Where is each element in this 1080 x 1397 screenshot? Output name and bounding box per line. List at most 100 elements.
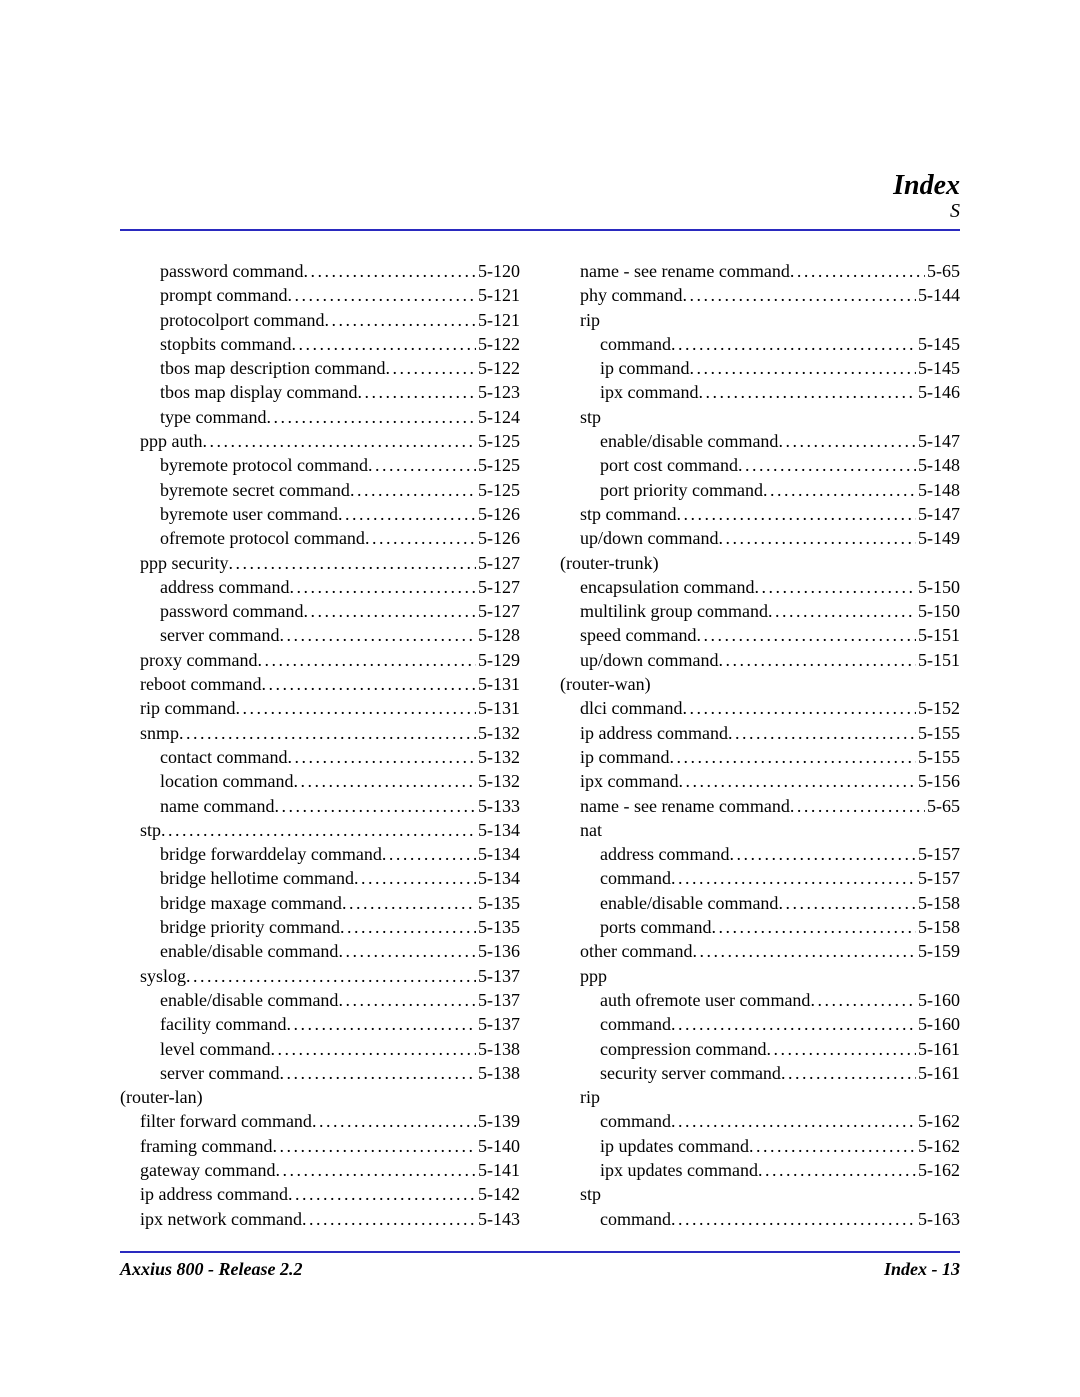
index-entry: stp 5-134 (120, 818, 520, 842)
index-entry: ofremote protocol command 5-126 (120, 526, 520, 550)
entry-leader-dots (729, 842, 916, 866)
entry-label: level command (160, 1037, 270, 1061)
index-entry: enable/disable command 5-147 (560, 429, 960, 453)
entry-page: 5-161 (916, 1061, 960, 1085)
entry-label: ppp auth (140, 429, 203, 453)
entry-label: (router-trunk) (560, 551, 659, 575)
entry-label: protocolport command (160, 308, 324, 332)
entry-page: 5-139 (476, 1109, 520, 1133)
entry-label: multilink group command (580, 599, 768, 623)
entry-leader-dots (671, 332, 916, 356)
index-entry: facility command 5-137 (120, 1012, 520, 1036)
index-entry: up/down command 5-151 (560, 648, 960, 672)
index-entry: name - see rename command 5-65 (560, 794, 960, 818)
index-entry: reboot command 5-131 (120, 672, 520, 696)
index-entry: ppp (560, 964, 960, 988)
entry-label: ipx updates command (600, 1158, 758, 1182)
entry-leader-dots (698, 380, 916, 404)
entry-leader-dots (766, 1037, 916, 1061)
entry-leader-dots (312, 1109, 476, 1133)
index-entry: snmp 5-132 (120, 721, 520, 745)
index-entry: stp (560, 405, 960, 429)
entry-page: 5-148 (916, 478, 960, 502)
entry-label: rip command (140, 696, 235, 720)
entry-page: 5-137 (476, 988, 520, 1012)
entry-label: encapsulation command (580, 575, 754, 599)
entry-page: 5-132 (476, 745, 520, 769)
index-entry: command 5-157 (560, 866, 960, 890)
index-entry: security server command 5-161 (560, 1061, 960, 1085)
entry-label: dlci command (580, 696, 682, 720)
index-entry: password command 5-120 (120, 259, 520, 283)
entry-leader-dots (677, 502, 917, 526)
entry-leader-dots (671, 1109, 916, 1133)
entry-label: server command (160, 1061, 279, 1085)
entry-page: 5-144 (916, 283, 960, 307)
entry-label: command (600, 1012, 671, 1036)
entry-label: phy command (580, 283, 682, 307)
entry-page: 5-157 (916, 842, 960, 866)
entry-label: ip address command (580, 721, 728, 745)
page-header: Index S (120, 170, 960, 223)
entry-label: (router-wan) (560, 672, 651, 696)
entry-label: ports command (600, 915, 711, 939)
index-entry: bridge forwarddelay command 5-134 (120, 842, 520, 866)
entry-page: 5-125 (476, 478, 520, 502)
entry-leader-dots (289, 575, 476, 599)
entry-leader-dots (689, 356, 916, 380)
header-rule (120, 229, 960, 231)
entry-page: 5-138 (476, 1037, 520, 1061)
index-entry: up/down command 5-149 (560, 526, 960, 550)
entry-label: name - see rename command (580, 794, 790, 818)
entry-page: 5-145 (916, 356, 960, 380)
entry-label: (router-lan) (120, 1085, 203, 1109)
entry-page: 5-162 (916, 1109, 960, 1133)
entry-label: stopbits command (160, 332, 292, 356)
entry-label: auth ofremote user command (600, 988, 810, 1012)
entry-page: 5-151 (916, 648, 960, 672)
entry-page: 5-141 (476, 1158, 520, 1182)
index-entry: tbos map display command 5-123 (120, 380, 520, 404)
entry-page: 5-151 (916, 623, 960, 647)
entry-label: bridge priority command (160, 915, 340, 939)
entry-page: 5-123 (476, 380, 520, 404)
entry-leader-dots (342, 891, 476, 915)
entry-leader-dots (790, 259, 925, 283)
entry-leader-dots (340, 915, 476, 939)
index-entry: type command 5-124 (120, 405, 520, 429)
entry-label: password command (160, 599, 303, 623)
entry-page: 5-121 (476, 308, 520, 332)
entry-page: 5-163 (916, 1207, 960, 1231)
entry-page: 5-159 (916, 939, 960, 963)
entry-page: 5-134 (476, 842, 520, 866)
entry-label: name - see rename command (580, 259, 790, 283)
entry-leader-dots (179, 721, 476, 745)
entry-leader-dots (365, 526, 476, 550)
index-entry: stp (560, 1182, 960, 1206)
index-entry: ip address command 5-155 (560, 721, 960, 745)
entry-leader-dots (758, 1158, 916, 1182)
index-entry: address command 5-127 (120, 575, 520, 599)
entry-leader-dots (228, 551, 476, 575)
index-page: Index S password command 5-120prompt com… (0, 0, 1080, 1340)
entry-page: 5-126 (476, 502, 520, 526)
entry-page: 5-160 (916, 1012, 960, 1036)
entry-leader-dots (257, 648, 476, 672)
entry-page: 5-156 (916, 769, 960, 793)
index-entry: server command 5-138 (120, 1061, 520, 1085)
entry-page: 5-143 (476, 1207, 520, 1231)
entry-leader-dots (778, 891, 916, 915)
entry-label: ppp (580, 964, 607, 988)
index-entry: byremote user command 5-126 (120, 502, 520, 526)
right-column: name - see rename command 5-65 phy comman… (560, 259, 960, 1231)
entry-leader-dots (272, 1134, 476, 1158)
entry-label: type command (160, 405, 266, 429)
entry-page: 5-150 (916, 599, 960, 623)
entry-label: server command (160, 623, 279, 647)
entry-leader-dots (354, 866, 476, 890)
index-entry: port cost command 5-148 (560, 453, 960, 477)
entry-page: 5-162 (916, 1158, 960, 1182)
entry-page: 5-138 (476, 1061, 520, 1085)
entry-leader-dots (350, 478, 476, 502)
entry-leader-dots (270, 1037, 476, 1061)
